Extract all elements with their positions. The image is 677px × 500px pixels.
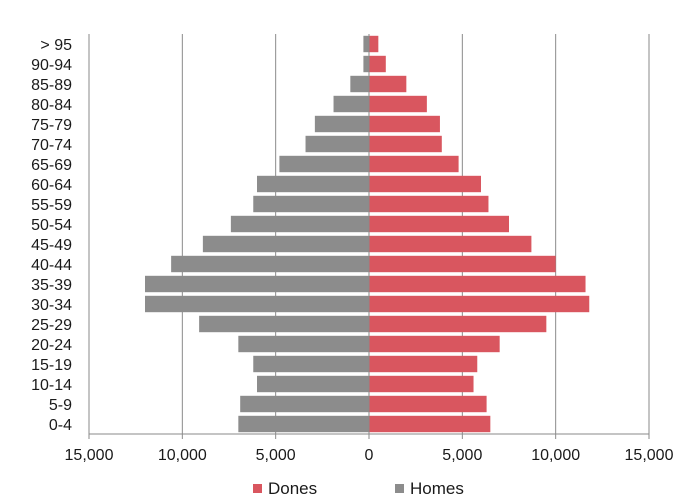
y-tick-label: 55-59: [31, 197, 72, 214]
y-axis-labels: 0-4 5-9 10-14 15-19 20-24 25-29 30-34 35-39 40-4…: [31, 37, 72, 434]
bar-dones-0-4: [369, 415, 491, 433]
bar-homes-25-29: [199, 315, 369, 333]
bar-dones-15-19: [369, 355, 478, 373]
bar-dones-80-84: [369, 95, 427, 113]
x-tick-label: 10,000: [531, 447, 580, 464]
bar-homes-80-84: [333, 95, 369, 113]
y-tick-label: 50-54: [31, 217, 72, 234]
bar-homes-55-59: [253, 195, 369, 213]
bar-homes-20-24: [238, 335, 369, 353]
y-tick-label: > 95: [40, 37, 72, 54]
x-axis: [88, 34, 650, 439]
bar-homes-5-9: [240, 395, 369, 413]
bar-dones-30-34: [369, 295, 590, 313]
bar-dones-65-69: [369, 155, 459, 173]
y-tick-label: 15-19: [31, 357, 72, 374]
bar-homes-75-79: [314, 115, 369, 133]
y-tick-label: 10-14: [31, 377, 72, 394]
y-tick-label: 40-44: [31, 257, 72, 274]
grid-lines: [88, 34, 650, 434]
y-tick-label: 80-84: [31, 97, 72, 114]
bar-homes-45-49: [202, 235, 369, 253]
bar-dones-40-44: [369, 255, 556, 273]
y-tick-label: 45-49: [31, 237, 72, 254]
bar-homes-40-44: [171, 255, 369, 273]
y-tick-label: 75-79: [31, 117, 72, 134]
bar-homes-0-4: [238, 415, 369, 433]
bar-homes-85-89: [350, 75, 369, 93]
legend-label-homes: Homes: [410, 479, 464, 498]
bar-dones-5-9: [369, 395, 487, 413]
bar-dones-55-59: [369, 195, 489, 213]
y-tick-label: 5-9: [49, 397, 72, 414]
bar-dones-50-54: [369, 215, 509, 233]
y-tick-label: 60-64: [31, 177, 72, 194]
x-axis-labels: 15,000 10,000 5,000 0 5,000 10,000 15,000: [65, 447, 674, 464]
bar-dones-85-89: [369, 75, 407, 93]
bar-homes-15-19: [253, 355, 369, 373]
bar-dones-75-79: [369, 115, 440, 133]
bar-homes-60-64: [257, 175, 369, 193]
bar-homes-10-14: [257, 375, 369, 393]
y-tick-label: 85-89: [31, 77, 72, 94]
legend: Dones Homes: [253, 479, 464, 498]
legend-swatch-homes: [395, 484, 404, 493]
y-tick-label: 25-29: [31, 317, 72, 334]
bar-dones-20-24: [369, 335, 500, 353]
x-tick-label: 10,000: [158, 447, 207, 464]
y-tick-label: 35-39: [31, 277, 72, 294]
y-tick-label: 90-94: [31, 57, 72, 74]
bar-homes--95: [363, 35, 369, 53]
bar-dones-60-64: [369, 175, 481, 193]
x-tick-label: 0: [365, 447, 374, 464]
dones-bars: [369, 35, 590, 433]
bar-dones-45-49: [369, 235, 532, 253]
bar-homes-70-74: [305, 135, 369, 153]
legend-label-dones: Dones: [268, 479, 317, 498]
bar-dones-35-39: [369, 275, 586, 293]
bar-homes-50-54: [230, 215, 369, 233]
y-tick-label: 70-74: [31, 137, 72, 154]
bar-dones-10-14: [369, 375, 474, 393]
homes-bars: [145, 35, 369, 433]
bar-homes-35-39: [145, 275, 369, 293]
bar-homes-65-69: [279, 155, 369, 173]
bar-homes-90-94: [363, 55, 369, 73]
x-tick-label: 15,000: [625, 447, 674, 464]
x-tick-label: 15,000: [65, 447, 114, 464]
x-tick-label: 5,000: [256, 447, 296, 464]
y-tick-label: 0-4: [49, 417, 72, 434]
y-tick-label: 65-69: [31, 157, 72, 174]
bar-dones-70-74: [369, 135, 442, 153]
x-tick-label: 5,000: [442, 447, 482, 464]
bar-dones--95: [369, 35, 379, 53]
bar-dones-25-29: [369, 315, 547, 333]
legend-swatch-dones: [253, 484, 262, 493]
y-tick-label: 20-24: [31, 337, 72, 354]
y-tick-label: 30-34: [31, 297, 72, 314]
bar-dones-90-94: [369, 55, 386, 73]
bar-homes-30-34: [145, 295, 369, 313]
